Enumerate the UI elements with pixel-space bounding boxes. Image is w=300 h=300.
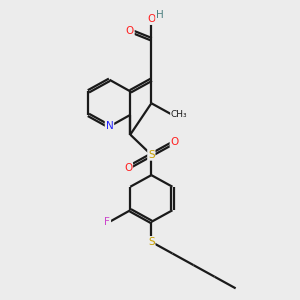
Text: O: O bbox=[126, 26, 134, 36]
Text: O: O bbox=[170, 137, 179, 147]
Text: H: H bbox=[156, 10, 164, 20]
Text: N: N bbox=[106, 122, 113, 131]
Text: O: O bbox=[147, 14, 155, 24]
Text: S: S bbox=[148, 150, 155, 160]
Text: F: F bbox=[104, 217, 110, 227]
Text: O: O bbox=[147, 14, 155, 24]
Text: CH₃: CH₃ bbox=[171, 110, 188, 119]
Text: S: S bbox=[148, 237, 155, 247]
Text: O: O bbox=[124, 163, 132, 173]
